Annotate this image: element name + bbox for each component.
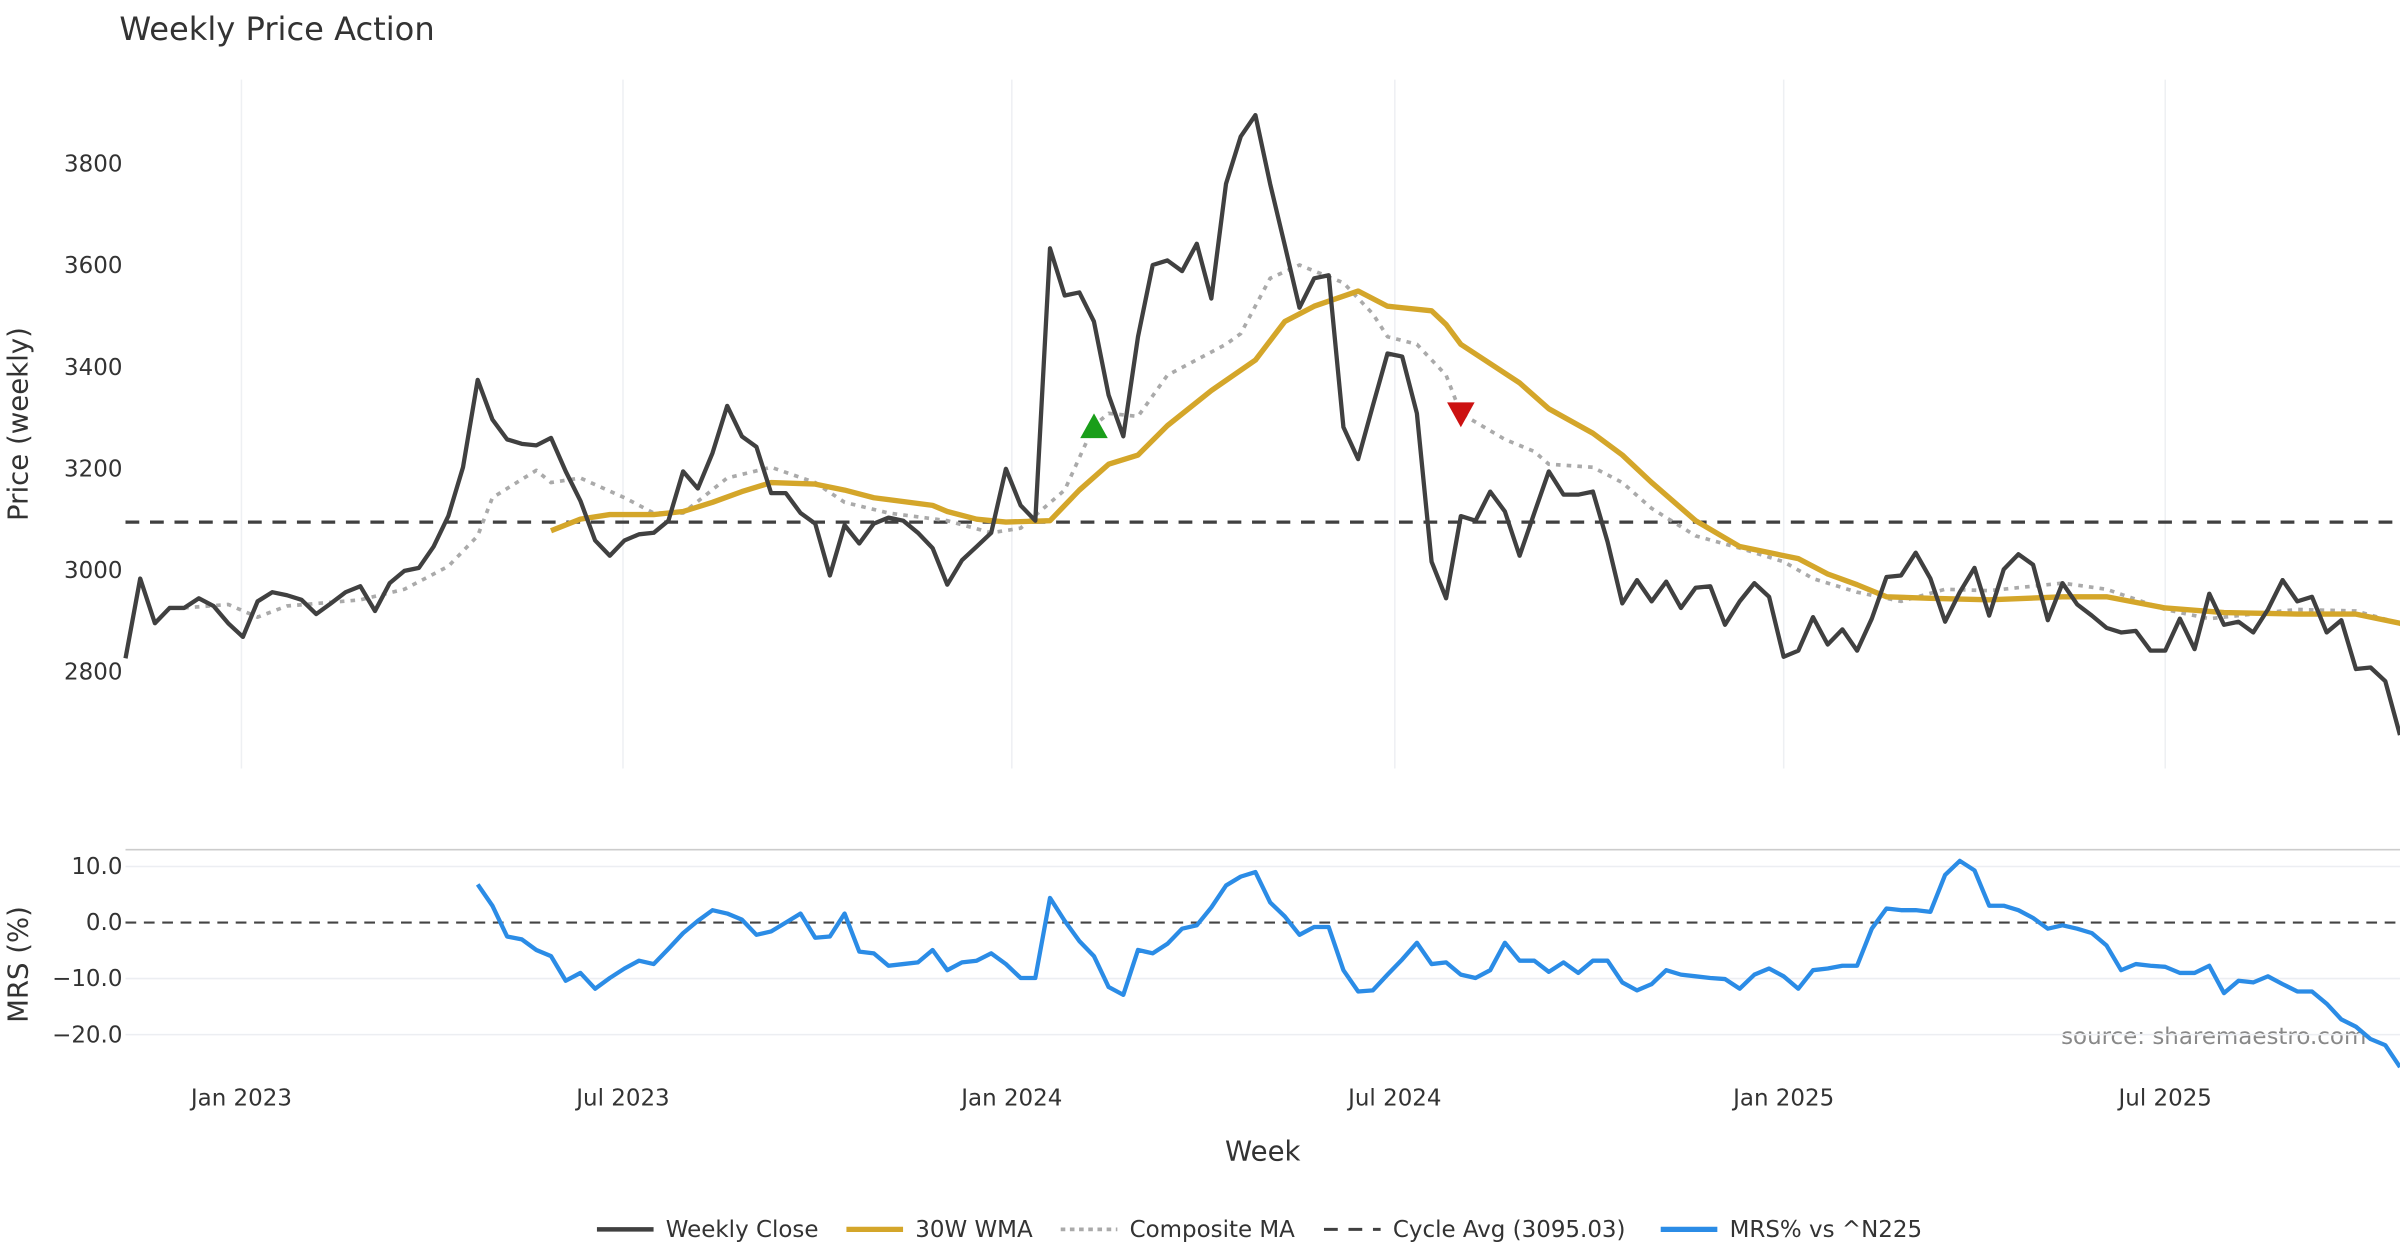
- x-axis-label: Week: [1225, 1135, 1301, 1167]
- price-plot: 2800 3000 3200 3400 3600 3800: [64, 112, 2400, 736]
- mrs-y-tick-label: −10.0: [52, 966, 122, 992]
- legend-item-label: Composite MA: [1130, 1217, 1296, 1243]
- mrs-plot: 10.0 0.0 −10.0 −20.0: [52, 848, 2400, 1069]
- x-tick-label: Jan 2024: [959, 1085, 1062, 1111]
- composite-ma-line: [183, 263, 2400, 626]
- buy-signal-marker: [1080, 413, 1108, 439]
- mrs-y-tick-label: 10.0: [71, 854, 122, 880]
- mrs-y-tick-label: 0.0: [86, 910, 123, 936]
- weekly-close-line: [123, 112, 2400, 736]
- price-y-tick-label: 3600: [64, 253, 122, 279]
- source-annotation: source: sharemaestro.com: [2061, 1024, 2366, 1050]
- price-y-tick-label: 3800: [64, 152, 122, 178]
- legend-item-label: MRS% vs ^N225: [1730, 1217, 1922, 1243]
- price-y-tick-label: 3200: [64, 456, 122, 482]
- legend-item-label: Weekly Close: [666, 1217, 819, 1243]
- price-y-tick-label: 3400: [64, 355, 122, 381]
- grid: [240, 79, 2166, 769]
- sell-signal-marker: [1447, 402, 1475, 428]
- price-y-tick-label: 3000: [64, 558, 122, 584]
- chart-title: Weekly Price Action: [119, 10, 434, 48]
- x-tick-label: Jul 2024: [1346, 1085, 1441, 1111]
- price-y-tick-label: 2800: [64, 660, 122, 686]
- mrs-line: [475, 858, 2400, 1069]
- x-tick-label: Jul 2025: [2117, 1085, 2212, 1111]
- wma-30w-line: [550, 288, 2400, 627]
- legend-item-label: 30W WMA: [915, 1217, 1033, 1243]
- legend-item-label: Cycle Avg (3095.03): [1393, 1217, 1626, 1243]
- price-y-axis-label: Price (weekly): [3, 327, 35, 521]
- x-tick-label: Jan 2025: [1731, 1085, 1834, 1111]
- x-tick-label: Jul 2023: [574, 1085, 669, 1111]
- x-axis-ticks: Jan 2023 Jul 2023 Jan 2024 Jul 2024 Jan 2025…: [189, 1085, 2212, 1111]
- mrs-y-axis-label: MRS (%): [3, 906, 35, 1023]
- mrs-y-tick-label: −20.0: [52, 1022, 122, 1048]
- legend: Weekly Close 30W WMA Composite MA Cycle Avg…: [596, 1217, 1922, 1243]
- x-tick-label: Jan 2023: [189, 1085, 292, 1111]
